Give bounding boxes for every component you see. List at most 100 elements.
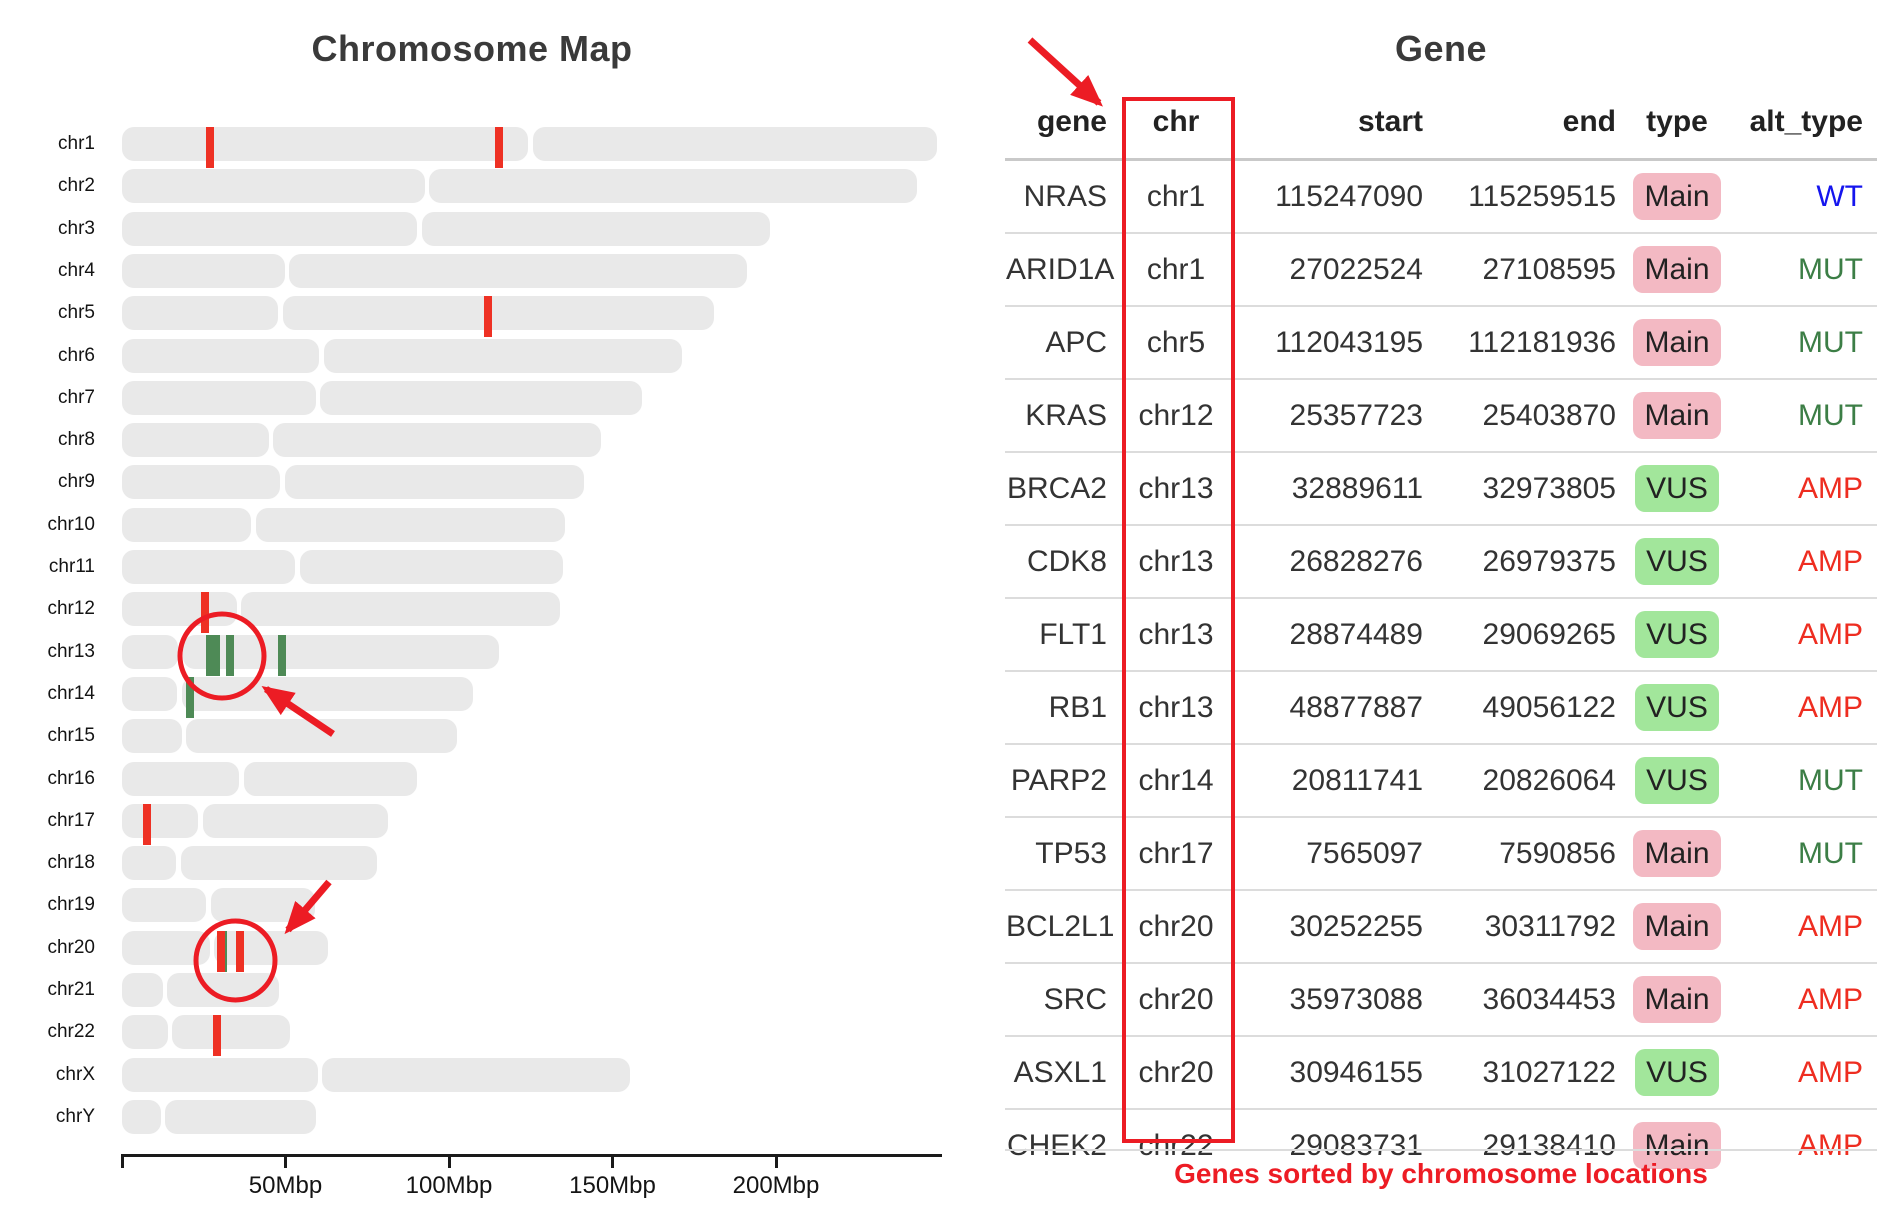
column-header-start: start — [1245, 86, 1431, 161]
cell-end: 112181936 — [1431, 305, 1624, 379]
cell-chr: chr1 — [1107, 232, 1245, 306]
chr-axis-label-chrY: chrY — [55, 1105, 95, 1127]
cell-alt_type: AMP — [1730, 524, 1877, 598]
gene-table-body: NRAS chr1 115247090 115259515 Main WT ARID1A ch… — [1005, 160, 1877, 1181]
chr17-q-arm — [202, 803, 388, 838]
x-axis-tick-100 — [447, 1154, 451, 1168]
type-badge-main: Main — [1633, 976, 1721, 1023]
chr-axis-label-chr17: chr17 — [47, 809, 95, 831]
chr20-p-arm — [122, 930, 210, 965]
chr1-q-arm — [533, 127, 938, 161]
cell-end: 20826064 — [1431, 743, 1624, 817]
cell-type: Main — [1624, 889, 1730, 963]
chr-axis-label-chr15: chr15 — [47, 725, 95, 747]
cell-start: 27022524 — [1245, 232, 1431, 306]
table-row-arid1a: ARID1A chr1 27022524 27108595 Main MUT — [1005, 232, 1877, 306]
table-row-cdk8: CDK8 chr13 26828276 26979375 VUS AMP — [1005, 524, 1877, 598]
cell-gene: KRAS — [1005, 378, 1107, 452]
cell-end: 36034453 — [1431, 962, 1624, 1036]
cell-gene: FLT1 — [1005, 597, 1107, 671]
cell-alt_type: MUT — [1730, 743, 1877, 817]
marker-parp2 — [186, 676, 195, 718]
cell-chr: chr20 — [1107, 889, 1245, 963]
chr20-q-arm — [214, 930, 329, 965]
column-header-type: type — [1624, 86, 1730, 161]
chr12-q-arm — [241, 592, 560, 627]
cell-type: VUS — [1624, 743, 1730, 817]
marker-src — [235, 930, 244, 972]
marker-chek2 — [213, 1015, 222, 1057]
table-row-bcl2l1: BCL2L1 chr20 30252255 30311792 Main AMP — [1005, 889, 1877, 963]
chr16-p-arm — [122, 761, 240, 796]
cell-end: 27108595 — [1431, 232, 1624, 306]
table-row-src: SRC chr20 35973088 36034453 Main AMP — [1005, 962, 1877, 1036]
chr-axis-label-chr22: chr22 — [47, 1021, 95, 1043]
cell-end: 30311792 — [1431, 889, 1624, 963]
marker-flt1 — [212, 634, 221, 676]
gene-table-title: Gene — [1394, 28, 1488, 69]
chr7-p-arm — [122, 380, 316, 415]
chr-axis-label-chr5: chr5 — [58, 302, 95, 324]
cell-gene: BRCA2 — [1005, 451, 1107, 525]
cell-start: 28874489 — [1245, 597, 1431, 671]
cell-gene: PARP2 — [1005, 743, 1107, 817]
cell-start: 115247090 — [1275, 179, 1423, 213]
cell-end: 32973805 — [1431, 451, 1624, 525]
type-badge-main: Main — [1633, 830, 1721, 877]
cell-gene: NRAS — [1023, 179, 1107, 213]
chr2-p-arm — [122, 169, 425, 204]
type-badge-main: Main — [1633, 1122, 1721, 1169]
marker-brca2 — [225, 634, 234, 676]
table-row-kras: KRAS chr12 25357723 25403870 Main MUT — [1005, 378, 1877, 452]
cell-gene: SRC — [1005, 962, 1107, 1036]
chr-axis-label-chr21: chr21 — [47, 979, 95, 1000]
cell-chr: chr20 — [1107, 1035, 1245, 1109]
cell-gene: RB1 — [1005, 670, 1107, 744]
cell-type: VUS — [1624, 670, 1730, 744]
chr13-p-arm — [122, 634, 179, 669]
chr-axis-label-chr12: chr12 — [47, 598, 95, 620]
cell-end: 115259515 — [1468, 179, 1616, 213]
cell-end: 49056122 — [1431, 670, 1624, 744]
gene-table-wrap: gene chr start end type alt_type NRAS chr1 1152… — [1005, 86, 1877, 1181]
chr3-p-arm — [122, 211, 418, 246]
cell-chr: chr13 — [1107, 597, 1245, 671]
table-bottom-divider — [1005, 1149, 1877, 1151]
cell-alt_type: AMP — [1730, 597, 1877, 671]
chr-axis-label-chr19: chr19 — [47, 894, 95, 916]
chr22-p-arm — [122, 1015, 168, 1050]
marker-apc — [484, 296, 493, 338]
cell-end: 31027122 — [1431, 1035, 1624, 1109]
cell-chr: chr13 — [1107, 451, 1245, 525]
cell-start: 48877887 — [1245, 670, 1431, 744]
x-axis-tick-label-150: 150Mbp — [569, 1172, 656, 1199]
chr12-p-arm — [122, 592, 237, 627]
cell-start: 26828276 — [1245, 524, 1431, 598]
chr-axis-label-chr13: chr13 — [47, 640, 95, 662]
table-row-brca2: BRCA2 chr13 32889611 32973805 VUS AMP — [1005, 451, 1877, 525]
chr-axis-label-chr9: chr9 — [58, 471, 95, 493]
chr6-q-arm — [323, 338, 682, 373]
cell-end: 29069265 — [1431, 597, 1624, 671]
cell-alt_type: AMP — [1730, 1035, 1877, 1109]
cell-gene: CHEK2 — [1005, 1108, 1107, 1181]
cell-chr: chr20 — [1107, 962, 1245, 1036]
cell-type: Main — [1624, 816, 1730, 890]
type-badge-main: Main — [1633, 903, 1721, 950]
cell-type: Main — [1624, 160, 1730, 234]
chr-axis-label-chr16: chr16 — [47, 767, 95, 789]
x-axis-tick-label-200: 200Mbp — [732, 1172, 820, 1199]
cell-end: 26979375 — [1431, 524, 1624, 598]
chr7-q-arm — [320, 380, 643, 415]
type-badge-vus: VUS — [1635, 465, 1719, 512]
cell-gene: TP53 — [1005, 816, 1107, 890]
chr21-p-arm — [122, 973, 163, 1007]
type-badge-main: Main — [1633, 246, 1721, 293]
column-header-alt_type: alt_type — [1730, 86, 1877, 161]
chr-axis-label-chr14: chr14 — [47, 682, 95, 704]
chr2-q-arm — [429, 169, 918, 204]
chr18-q-arm — [180, 846, 378, 881]
chr-axis-label-chr11: chr11 — [48, 556, 95, 577]
chr-axis-label-chr20: chr20 — [47, 936, 95, 958]
table-row-nras: NRAS chr1 115247090 115259515 Main WT — [1005, 160, 1877, 234]
